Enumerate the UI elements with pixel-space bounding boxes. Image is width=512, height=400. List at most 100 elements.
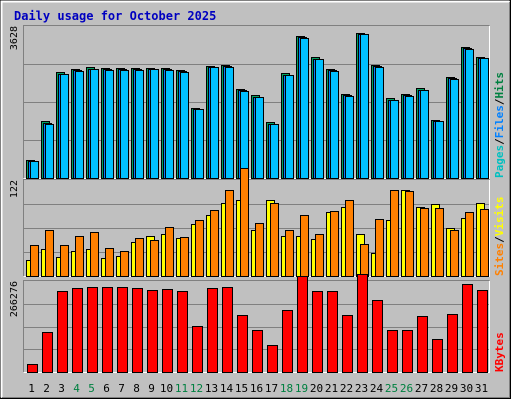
day-label-6: 6 [103, 382, 110, 395]
bar-pages-day-4 [75, 71, 84, 179]
bar-pages-day-23 [360, 34, 369, 179]
day-label-23: 23 [355, 382, 368, 395]
bar-kbytes-day-1 [27, 364, 38, 373]
bar-sites-day-10 [165, 227, 174, 277]
bar-kbytes-day-8 [132, 288, 143, 373]
bar-pages-day-13 [210, 67, 219, 179]
bar-kbytes-day-5 [87, 287, 98, 373]
bar-kbytes-day-31 [477, 290, 488, 373]
bar-pages-day-26 [405, 96, 414, 179]
bar-sites-day-30 [465, 212, 474, 277]
bar-kbytes-day-20 [312, 291, 323, 373]
legend-label-part: Visits [493, 197, 506, 237]
bar-kbytes-day-22 [342, 315, 353, 373]
day-label-26: 26 [400, 382, 413, 395]
bar-pages-day-20 [315, 59, 324, 179]
bar-pages-day-19 [300, 38, 309, 179]
day-label-28: 28 [430, 382, 443, 395]
bar-pages-day-17 [270, 124, 279, 179]
plot-border-shadow [23, 179, 490, 277]
day-label-3: 3 [58, 382, 65, 395]
bar-kbytes-day-14 [222, 287, 233, 373]
day-label-22: 22 [340, 382, 353, 395]
day-label-15: 15 [235, 382, 248, 395]
bar-pages-day-9 [150, 69, 159, 179]
day-label-9: 9 [148, 382, 155, 395]
day-label-25: 25 [385, 382, 398, 395]
day-label-5: 5 [88, 382, 95, 395]
day-label-24: 24 [370, 382, 384, 395]
bar-pages-day-1 [30, 161, 39, 179]
legend-label-part: / [493, 236, 506, 243]
bar-sites-day-20 [315, 234, 324, 277]
bar-sites-day-31 [480, 209, 489, 277]
bar-pages-day-7 [120, 70, 129, 179]
bar-sites-day-11 [180, 237, 189, 277]
bar-pages-day-15 [240, 91, 249, 179]
day-label-17: 17 [265, 382, 278, 395]
bar-kbytes-day-11 [177, 291, 188, 373]
bar-pages-day-22 [345, 96, 354, 179]
bar-pages-day-6 [105, 70, 114, 179]
bar-kbytes-day-12 [192, 326, 203, 373]
bar-kbytes-day-15 [237, 315, 248, 373]
ymax-label: 3628 [9, 26, 20, 50]
bar-pages-day-14 [225, 67, 234, 179]
bar-kbytes-day-10 [162, 289, 173, 373]
day-label-1: 1 [28, 382, 35, 395]
day-label-18: 18 [280, 382, 293, 395]
bar-sites-day-3 [60, 245, 69, 277]
bar-pages-day-10 [165, 70, 174, 179]
legend-label-part: Hits [493, 72, 506, 99]
bar-kbytes-day-19 [297, 276, 308, 373]
day-label-27: 27 [415, 382, 428, 395]
plot-border-shadow [23, 280, 490, 373]
bar-kbytes-day-13 [207, 288, 218, 373]
bar-sites-day-12 [195, 220, 204, 277]
bar-pages-day-8 [135, 70, 144, 179]
bar-sites-day-5 [90, 232, 99, 277]
legend-label-part: / [493, 138, 506, 145]
bar-pages-day-31 [480, 58, 489, 179]
day-label-10: 10 [160, 382, 173, 395]
bar-kbytes-day-4 [72, 288, 83, 373]
bar-sites-day-9 [150, 240, 159, 277]
bar-kbytes-day-21 [327, 291, 338, 373]
legend-label: KBytes [493, 332, 506, 372]
day-label-14: 14 [220, 382, 234, 395]
bar-sites-day-27 [420, 208, 429, 277]
bar-pages-day-28 [435, 121, 444, 179]
day-label-31: 31 [475, 382, 488, 395]
day-label-19: 19 [295, 382, 308, 395]
day-label-16: 16 [250, 382, 263, 395]
bar-pages-day-27 [420, 90, 429, 179]
bar-sites-day-13 [210, 210, 219, 277]
bar-sites-day-24 [375, 219, 384, 277]
ymax-label: 122 [9, 180, 20, 198]
bar-kbytes-day-9 [147, 290, 158, 373]
bar-kbytes-day-7 [117, 287, 128, 373]
day-label-4: 4 [73, 382, 80, 395]
bar-pages-day-25 [390, 100, 399, 179]
bar-sites-day-26 [405, 191, 414, 277]
bar-sites-day-16 [255, 223, 264, 277]
legend-label-part: Sites [493, 243, 506, 276]
bar-pages-day-12 [195, 109, 204, 179]
chart-title: Daily usage for October 2025 [14, 9, 216, 23]
bar-sites-day-8 [135, 238, 144, 277]
bar-sites-day-25 [390, 190, 399, 277]
bar-sites-day-4 [75, 236, 84, 277]
bar-kbytes-day-24 [372, 300, 383, 373]
bar-sites-day-15 [240, 168, 249, 277]
bar-sites-day-6 [105, 248, 114, 277]
bar-pages-day-21 [330, 71, 339, 179]
bar-pages-day-3 [60, 74, 69, 179]
panel-visits: 122 Sites/Visits [9, 168, 506, 277]
bar-sites-day-19 [300, 215, 309, 277]
bar-sites-day-2 [45, 230, 54, 277]
bar-pages-day-16 [255, 97, 264, 179]
bar-sites-day-14 [225, 190, 234, 277]
